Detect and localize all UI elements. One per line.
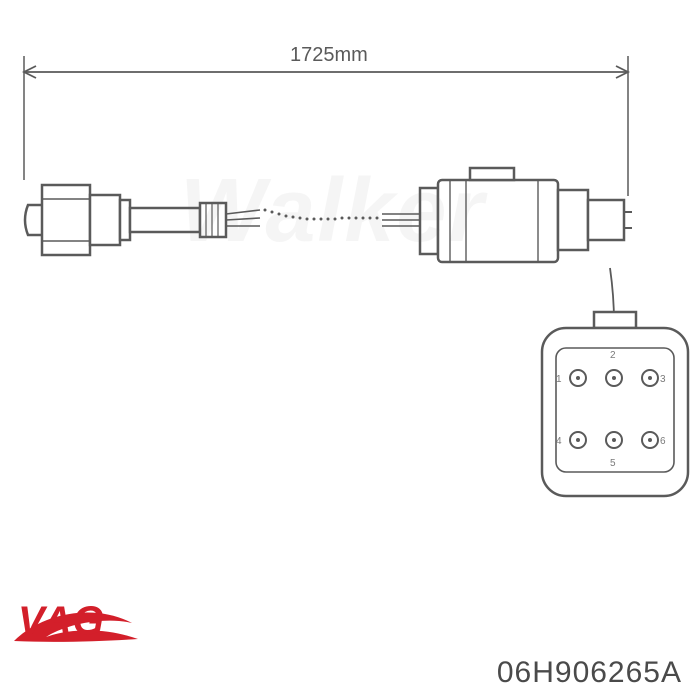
svg-text:4: 4: [556, 436, 562, 447]
dimension-label: 1725mm: [290, 44, 368, 67]
diagram-canvas: Walker 1725mm 123456 VAG 06H906265A: [0, 0, 700, 700]
svg-text:3: 3: [660, 374, 666, 385]
svg-text:5: 5: [610, 458, 616, 469]
svg-text:6: 6: [660, 436, 666, 447]
svg-text:1: 1: [556, 374, 562, 385]
brand-name: VAG: [18, 599, 105, 643]
part-number: 06H906265A: [497, 656, 682, 690]
brand-logo: VAG: [12, 587, 172, 692]
svg-text:2: 2: [610, 350, 616, 361]
